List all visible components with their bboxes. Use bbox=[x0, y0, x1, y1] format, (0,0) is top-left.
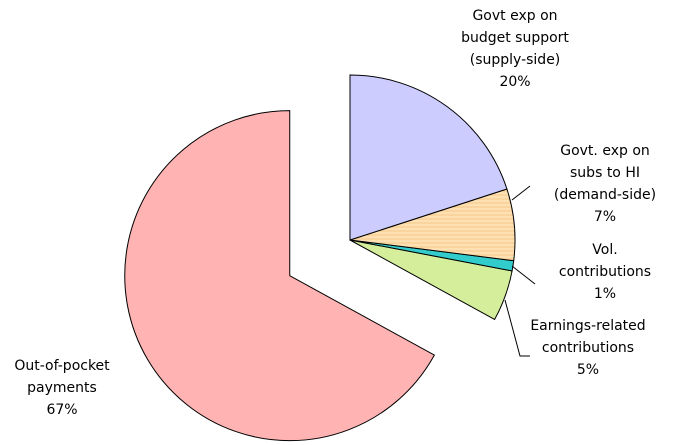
slice-value-label: 67% bbox=[46, 402, 77, 418]
slice-label: payments bbox=[27, 380, 97, 396]
slice-value-label: 1% bbox=[594, 286, 616, 302]
slice-label: Vol. bbox=[592, 242, 617, 258]
slice-label: Govt. exp on bbox=[560, 143, 650, 159]
slice-label: contributions bbox=[559, 264, 651, 280]
slice-label: (supply-side) bbox=[470, 52, 561, 68]
slice-value-label: 20% bbox=[499, 74, 530, 90]
slice-label: subs to HI bbox=[570, 165, 640, 181]
slice-label: budget support bbox=[461, 30, 569, 46]
pie-slice bbox=[349, 74, 508, 241]
slice-label: Govt exp on bbox=[472, 8, 557, 24]
leader-line bbox=[511, 185, 531, 201]
pie-slice bbox=[124, 110, 436, 442]
slice-label: Out-of-pocket bbox=[14, 358, 110, 374]
slice-value-label: 7% bbox=[594, 209, 616, 225]
slice-label: contributions bbox=[542, 340, 634, 356]
slice-label: Earnings-related bbox=[530, 318, 645, 334]
leader-line bbox=[511, 265, 536, 285]
leader-line bbox=[504, 299, 530, 357]
slice-label: (demand-side) bbox=[554, 187, 656, 203]
slice-value-label: 5% bbox=[577, 362, 599, 378]
leader-lines bbox=[504, 185, 536, 357]
